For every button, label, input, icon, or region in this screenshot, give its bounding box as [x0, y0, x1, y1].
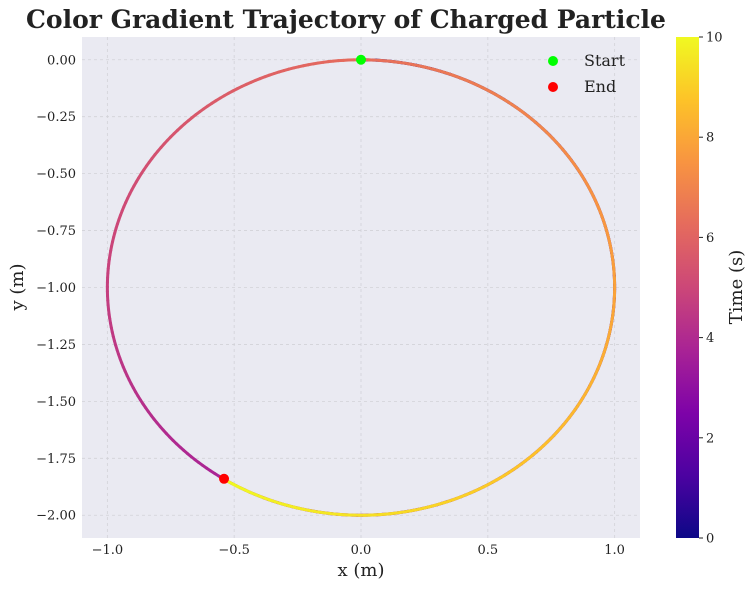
colorbar-tick-label: 6: [706, 231, 714, 246]
y-tick-label: −1.75: [36, 452, 76, 467]
y-tick-label: −0.75: [36, 224, 76, 239]
y-tick-label: −1.00: [36, 281, 76, 296]
start-point: [356, 54, 366, 65]
colorbar-tick-label: 4: [706, 331, 714, 346]
x-tick-label: 1.0: [604, 543, 625, 558]
chart-title: Color Gradient Trajectory of Charged Par…: [26, 5, 666, 34]
legend-end-label: End: [584, 77, 616, 96]
y-tick-label: −1.50: [36, 395, 76, 410]
colorbar-tick-label: 0: [706, 532, 714, 547]
y-tick-label: −1.25: [36, 338, 76, 353]
x-axis-label: x (m): [338, 560, 385, 581]
x-tick-label: −1.0: [92, 543, 124, 558]
colorbar-ticks: 0 2 4 6 8 10: [699, 31, 723, 547]
legend: Start End: [548, 51, 626, 96]
legend-start-marker: [548, 56, 558, 66]
colorbar: [676, 37, 699, 538]
x-tick-label: 0.0: [351, 543, 372, 558]
y-tick-label: −0.25: [36, 110, 76, 125]
x-tick-label: 0.5: [477, 543, 498, 558]
x-tick-label: −0.5: [218, 543, 250, 558]
y-tick-label: −2.00: [36, 509, 76, 524]
y-tick-labels: 0.00 −0.25 −0.50 −0.75 −1.00 −1.25 −1.50 −1.75 −…: [36, 53, 76, 523]
y-tick-label: 0.00: [47, 53, 76, 68]
legend-end-marker: [548, 82, 558, 92]
y-axis-label: y (m): [7, 263, 28, 311]
marker-points: [219, 54, 366, 484]
trajectory: [105, 58, 617, 517]
colorbar-tick-label: 2: [706, 431, 714, 446]
legend-start-label: Start: [584, 51, 626, 70]
colorbar-tick-label: 8: [706, 131, 714, 146]
grid-lines: [82, 37, 640, 538]
colorbar-label: Time (s): [726, 250, 747, 325]
y-tick-label: −0.50: [36, 167, 76, 182]
colorbar-tick-label: 10: [706, 31, 723, 46]
x-tick-labels: −1.0 −0.5 0.0 0.5 1.0: [92, 543, 625, 558]
end-point: [219, 473, 230, 484]
